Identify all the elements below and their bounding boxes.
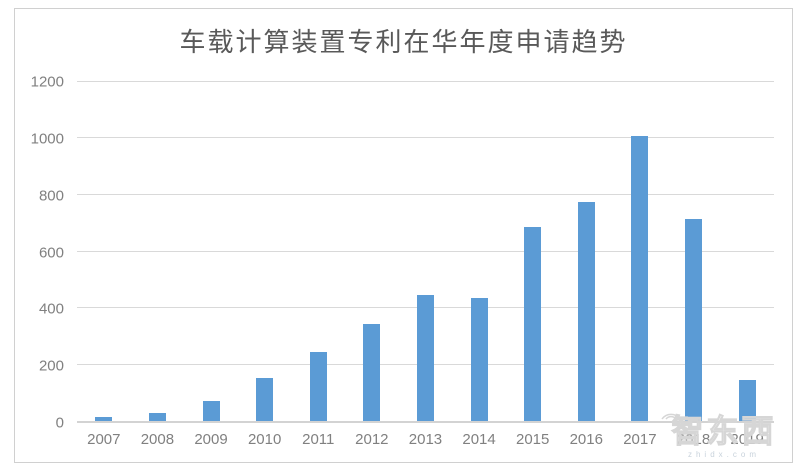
plot-area (77, 81, 774, 423)
x-tick-label-2018: 2018 (676, 431, 711, 448)
x-tick-label-2012: 2012 (355, 431, 389, 448)
bar-cell-2014 (452, 82, 506, 421)
x-tick-label-2014: 2014 (462, 431, 496, 448)
gridline-1200 (77, 81, 774, 82)
bar-cell-2019 (720, 82, 774, 421)
bar-2012 (363, 323, 381, 421)
x-tick-label-2007: 2007 (87, 431, 121, 448)
bar-2013 (416, 294, 434, 421)
bar-cell-2018 (667, 82, 721, 421)
x-tick-label-2013: 2013 (408, 431, 443, 448)
x-axis-labels: 2007 2008 2009 2010 2011 2012 2013 2014 2015 2016… (77, 431, 774, 448)
x-tick-label-2016: 2016 (569, 431, 603, 448)
x-tick-label-2010: 2010 (247, 431, 282, 448)
gridline-1000 (77, 137, 774, 139)
bar-cell-2017 (613, 82, 667, 421)
bar-2019 (738, 380, 756, 421)
y-tick-label-0: 0 (55, 414, 64, 432)
gridline-600 (77, 250, 774, 252)
bar-2018 (685, 218, 702, 421)
bar-2014 (470, 298, 488, 421)
bar-2009 (202, 401, 220, 421)
gridline-800 (77, 193, 774, 195)
bar-2010 (256, 377, 274, 421)
y-tick-label-800: 800 (38, 187, 64, 205)
x-tick-label-2019: 2019 (730, 431, 764, 448)
bar-cell-2016 (559, 82, 613, 421)
bar-cell-2009 (184, 82, 238, 421)
x-tick-label-2015: 2015 (515, 431, 550, 448)
bar-cell-2012 (345, 82, 399, 421)
bar-series (77, 82, 774, 421)
x-tick-label-2009: 2009 (194, 431, 228, 448)
x-tick-label-2017: 2017 (623, 431, 657, 448)
bar-2016 (577, 201, 595, 421)
bar-cell-2007 (77, 82, 131, 421)
y-tick-label-200: 200 (38, 357, 64, 375)
y-tick-label-600: 600 (38, 244, 64, 261)
bar-2011 (309, 351, 327, 421)
y-tick-label-1200: 1200 (30, 73, 64, 91)
bar-2017 (631, 135, 649, 421)
bar-cell-2015 (506, 82, 560, 421)
x-tick-label-2011: 2011 (302, 431, 335, 448)
y-tick-label-1000: 1000 (30, 130, 64, 148)
bar-2015 (524, 226, 542, 421)
y-axis-labels: 0 200 400 600 800 1000 1200 (0, 74, 64, 432)
bar-2007 (95, 417, 113, 421)
bar-cell-2008 (131, 82, 185, 421)
bar-cell-2011 (291, 82, 345, 421)
chart-frame (14, 8, 793, 463)
bar-cell-2010 (238, 82, 292, 421)
y-tick-label-400: 400 (38, 300, 64, 318)
bar-cell-2013 (399, 82, 453, 421)
x-tick-label-2008: 2008 (140, 431, 175, 448)
chart-title: 车载计算装置专利在华年度申请趋势 (179, 27, 628, 57)
bar-2008 (148, 413, 166, 421)
